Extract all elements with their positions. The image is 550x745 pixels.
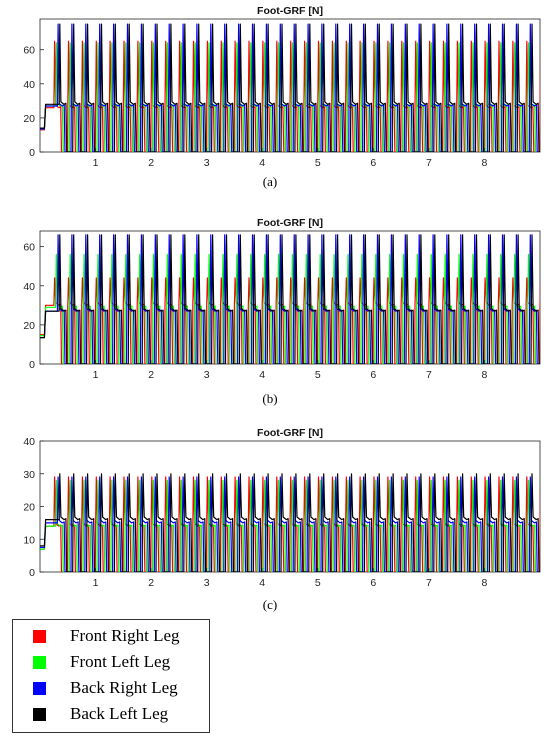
y-tick-label: 60 [23, 242, 35, 254]
x-tick-label: 7 [426, 577, 432, 589]
y-tick-label: 0 [29, 567, 35, 579]
x-tick-label: 1 [93, 577, 99, 589]
series-line-back-left-leg [40, 473, 540, 572]
x-tick-label: 7 [426, 369, 432, 381]
legend-label-front-right: Front Right Leg [70, 626, 180, 645]
legend-label-back-right: Back Right Leg [70, 678, 178, 697]
legend-swatch-front-right [33, 629, 46, 643]
legend-label-front-left: Front Left Leg [70, 652, 171, 671]
panel-label: (b) [262, 391, 277, 406]
x-tick-label: 5 [315, 577, 321, 589]
x-tick-label: 7 [426, 157, 432, 169]
legend-item-back-left: Back Left Leg [33, 703, 168, 725]
x-tick-label: 6 [370, 577, 376, 589]
y-tick-label: 20 [23, 502, 35, 514]
x-tick-label: 8 [482, 577, 488, 589]
x-tick-label: 2 [148, 577, 154, 589]
x-tick-label: 4 [259, 157, 265, 169]
y-tick-label: 40 [23, 281, 35, 293]
x-tick-label: 1 [93, 157, 99, 169]
x-tick-label: 6 [370, 369, 376, 381]
x-tick-label: 4 [259, 369, 265, 381]
chart-panel-2: Foot-GRF [N] 1 2 3 4 5 6 7 8 0 20 40 60 (b) [23, 217, 541, 406]
x-tick-label: 3 [204, 369, 210, 381]
y-tick-label: 0 [29, 147, 35, 159]
legend-item-front-right: Front Right Leg [33, 625, 180, 647]
chart-title: Foot-GRF [N] [257, 427, 323, 439]
legend-swatch-back-right [33, 681, 46, 695]
series-line-back-right-leg [40, 23, 540, 152]
y-tick-label: 60 [23, 45, 35, 57]
legend: Front Right Leg Front Left Leg Back Righ… [12, 619, 210, 733]
series-line-back-right-leg [40, 234, 540, 364]
series-line-front-left-leg [40, 42, 540, 152]
y-tick-label: 20 [23, 113, 35, 125]
x-tick-label: 6 [370, 157, 376, 169]
y-tick-label: 40 [23, 79, 35, 91]
legend-item-back-right: Back Right Leg [33, 677, 178, 699]
legend-label-back-left: Back Left Leg [70, 704, 169, 723]
y-tick-label: 20 [23, 320, 35, 332]
x-tick-label: 3 [204, 157, 210, 169]
x-tick-label: 8 [482, 157, 488, 169]
chart-title: Foot-GRF [N] [257, 217, 323, 229]
legend-swatch-front-left [33, 655, 46, 669]
x-tick-label: 2 [148, 157, 154, 169]
x-tick-label: 8 [482, 369, 488, 381]
series-line-back-left-leg [40, 234, 540, 364]
x-tick-label: 3 [204, 577, 210, 589]
legend-swatch-back-left [33, 707, 46, 721]
x-tick-label: 4 [259, 577, 265, 589]
y-tick-label: 10 [23, 534, 35, 546]
panel-label: (a) [263, 174, 277, 189]
x-tick-label: 5 [315, 157, 321, 169]
series-line-front-left-leg [40, 479, 540, 572]
chart-panel-3: Foot-GRF [N] 1 2 3 4 5 6 7 8 0 10 20 30 40 (c) [23, 427, 541, 612]
series-line-front-left-leg [40, 253, 540, 364]
y-tick-label: 40 [23, 436, 35, 448]
x-tick-label: 1 [93, 369, 99, 381]
series-line-front-right-leg [40, 277, 540, 364]
y-tick-label: 0 [29, 359, 35, 371]
chart-panel-1: Foot-GRF [N] 1 2 3 4 5 6 7 8 0 20 40 60 (a) [23, 5, 541, 189]
series-line-front-right-leg [40, 476, 540, 572]
series-line-back-left-leg [40, 23, 540, 152]
legend-item-front-left: Front Left Leg [33, 651, 170, 673]
y-tick-label: 30 [23, 469, 35, 481]
x-tick-label: 5 [315, 369, 321, 381]
panel-label: (c) [263, 597, 277, 612]
x-tick-label: 2 [148, 369, 154, 381]
series-line-front-right-leg [40, 40, 540, 152]
chart-title: Foot-GRF [N] [257, 5, 323, 17]
series-line-back-right-leg [40, 476, 540, 572]
